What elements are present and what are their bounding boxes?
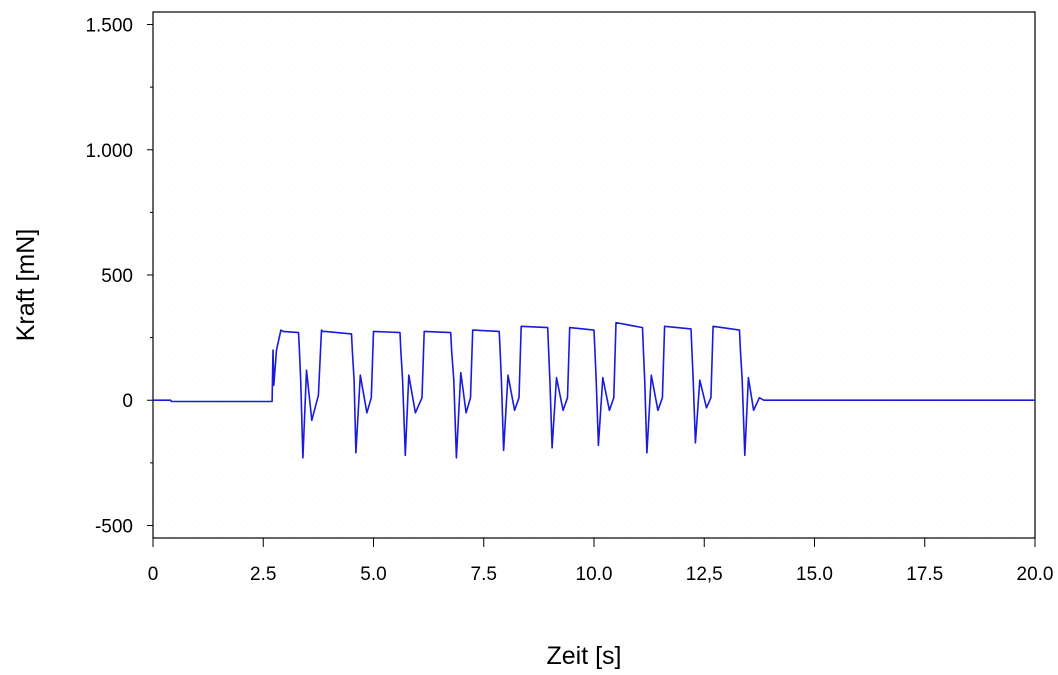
x-axis: 0 2.5 5.0 7.5 10.0 12,5 15.0 17.5 20.0: [148, 538, 1054, 585]
y-tick-label: 500: [101, 266, 133, 287]
y-tick-label: 1.500: [85, 16, 133, 37]
x-tick-label: 20.0: [1017, 564, 1054, 585]
y-tick-label: 1.000: [85, 141, 133, 162]
y-tick-label: -500: [95, 516, 133, 537]
x-axis-title: Zeit [s]: [546, 642, 621, 670]
y-tick-label: 0: [122, 391, 133, 412]
x-tick-label: 15.0: [796, 564, 833, 585]
y-axis-title: Kraft [mN]: [12, 229, 40, 342]
x-tick-label: 10.0: [576, 564, 613, 585]
force-series-line: [153, 321, 1035, 459]
x-tick-label: 12,5: [686, 564, 723, 585]
y-axis: 1.500 1.000 500 0 -500: [85, 16, 153, 537]
x-tick-label: 17.5: [906, 564, 943, 585]
plot-area: [152, 11, 1036, 539]
x-tick-label: 5.0: [360, 564, 386, 585]
x-tick-label: 0: [148, 564, 159, 585]
x-tick-label: 7.5: [471, 564, 497, 585]
x-tick-label: 2.5: [250, 564, 276, 585]
